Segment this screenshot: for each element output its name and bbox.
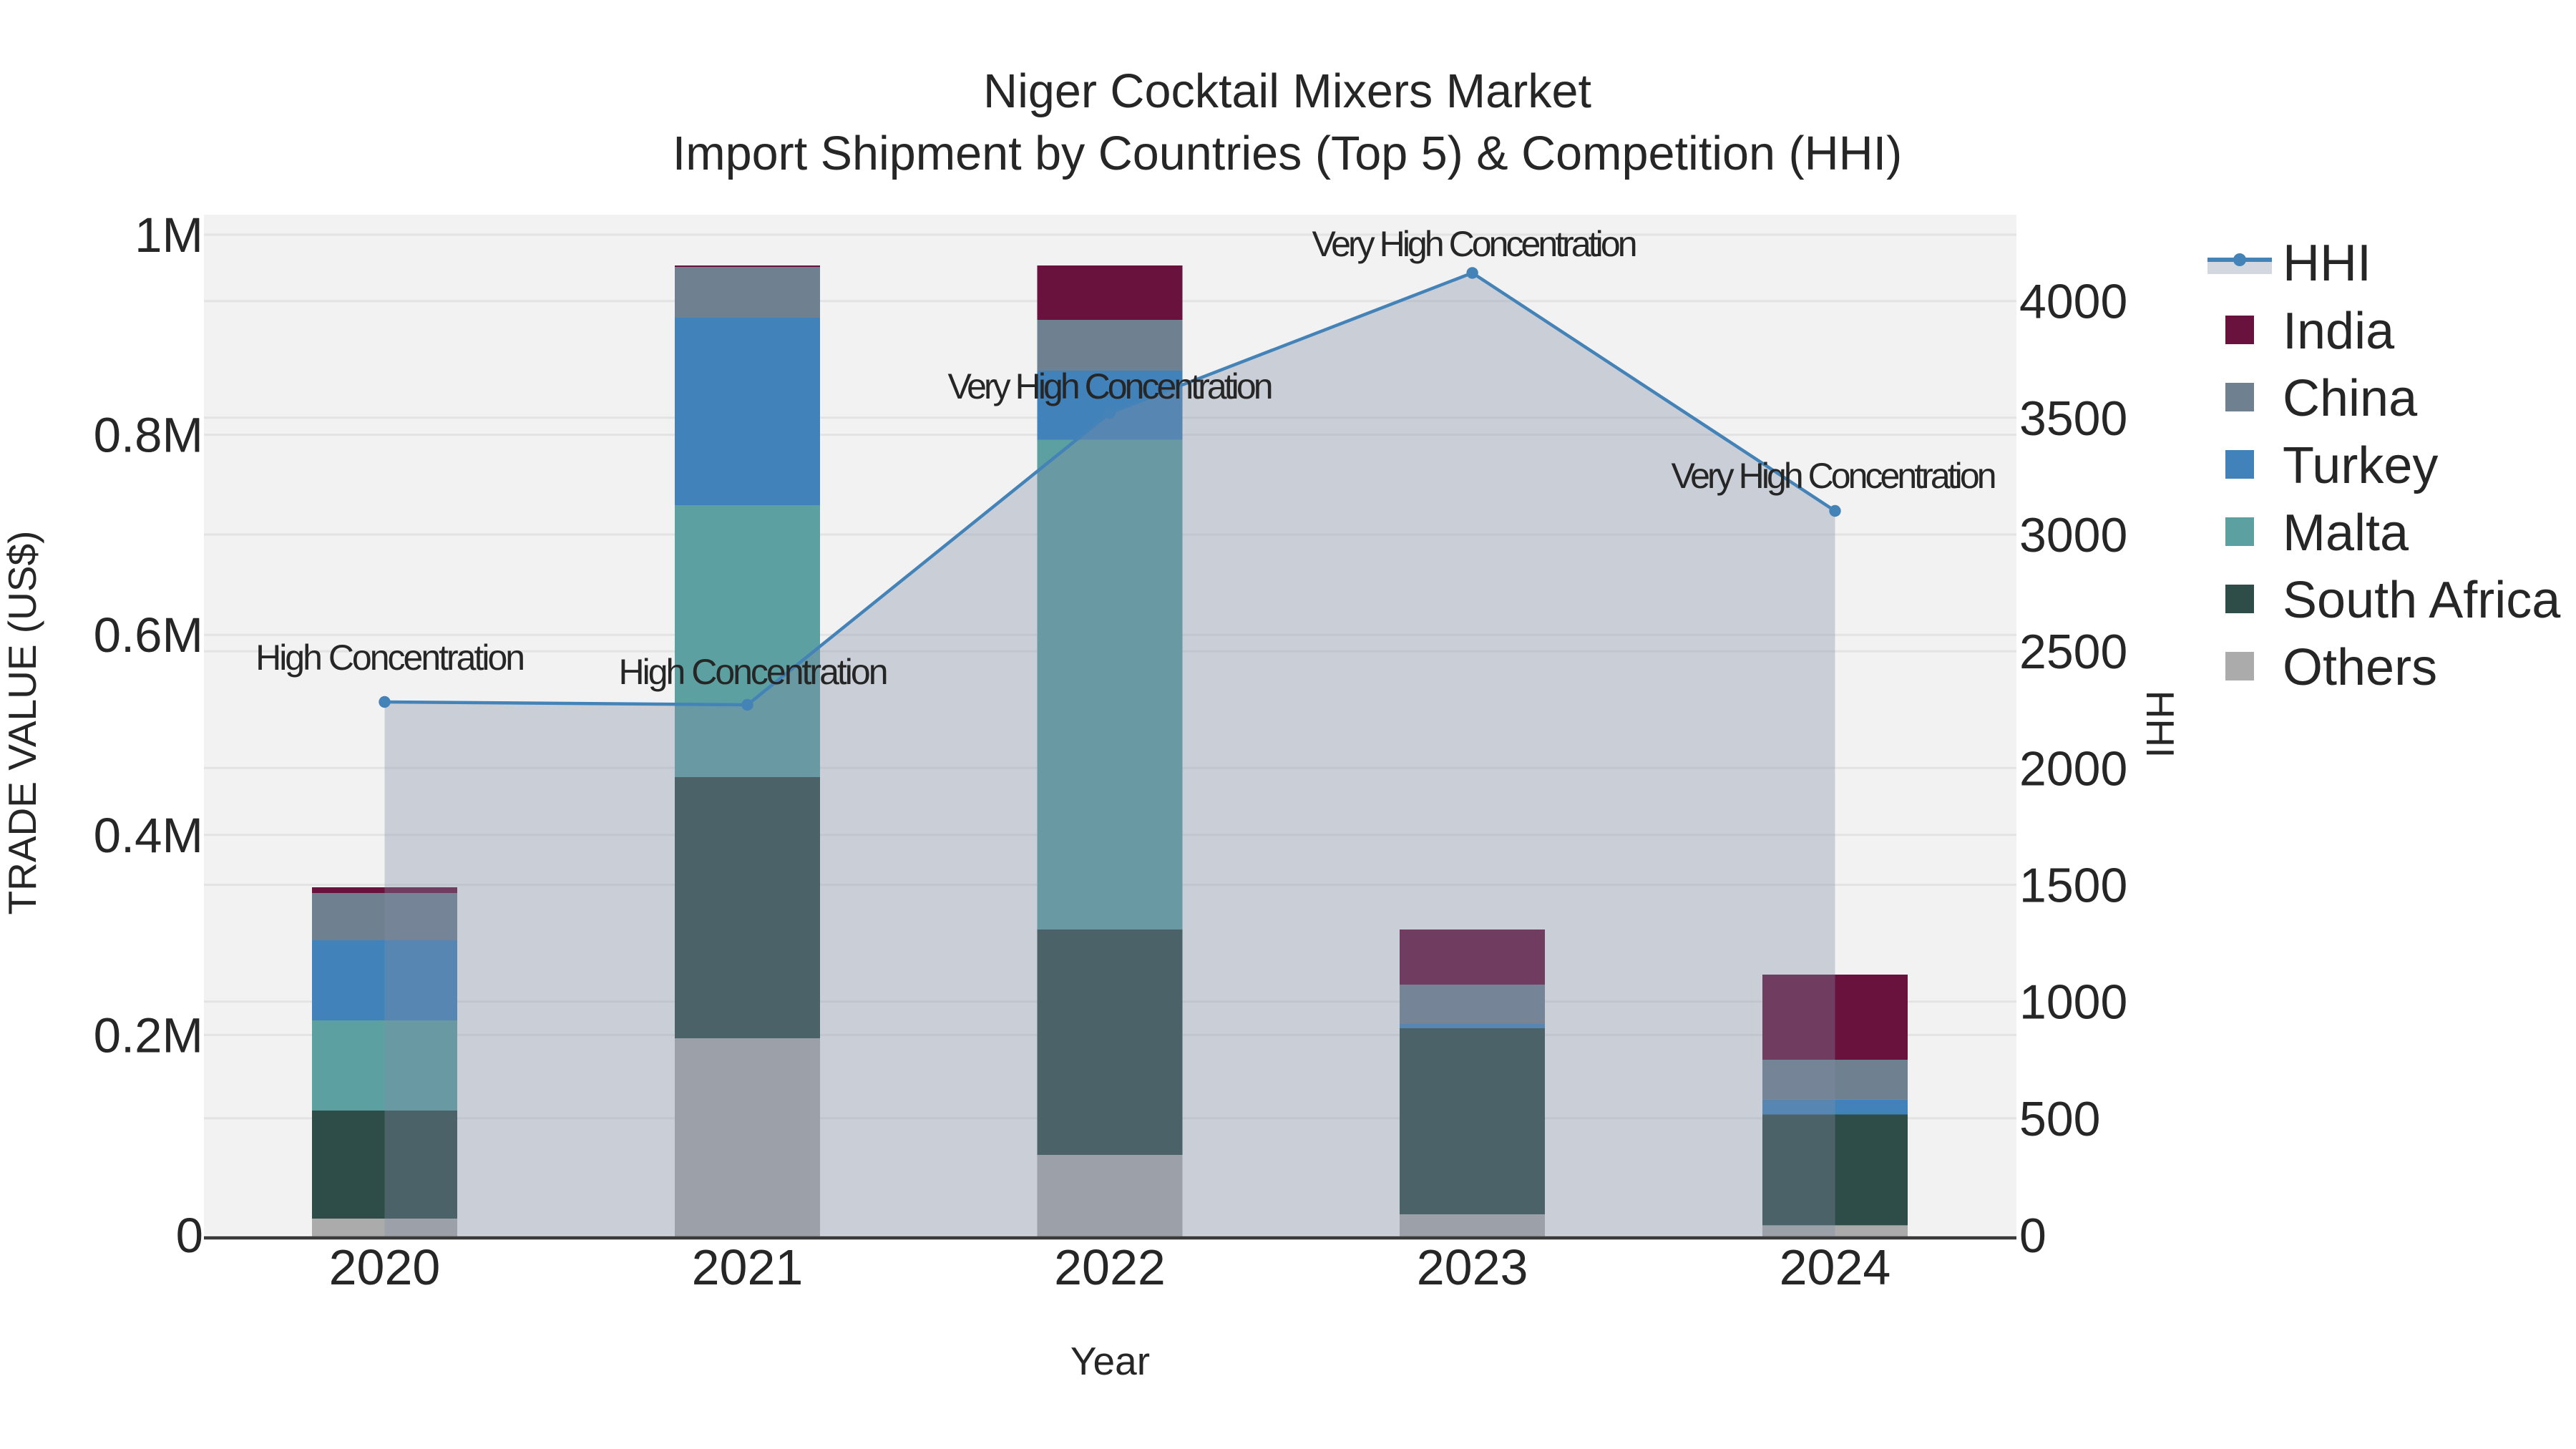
svg-text:1500: 1500	[2019, 859, 2127, 913]
svg-text:1M: 1M	[135, 208, 203, 263]
svg-text:Others: Others	[2283, 639, 2437, 696]
svg-text:2000: 2000	[2019, 741, 2127, 796]
svg-text:1000: 1000	[2019, 975, 2127, 1030]
svg-text:4000: 4000	[2019, 275, 2127, 329]
svg-text:0: 0	[2019, 1209, 2046, 1263]
svg-text:TRADE VALUE (US$): TRADE VALUE (US$)	[0, 531, 44, 915]
svg-text:500: 500	[2019, 1092, 2100, 1146]
svg-text:2020: 2020	[329, 1239, 441, 1295]
svg-text:0: 0	[176, 1208, 203, 1263]
svg-text:HHI: HHI	[2283, 235, 2371, 292]
svg-text:HHI: HHI	[2138, 691, 2182, 758]
svg-text:2021: 2021	[692, 1239, 804, 1295]
svg-text:China: China	[2283, 370, 2418, 427]
svg-text:Turkey: Turkey	[2283, 437, 2438, 494]
svg-text:Import Shipment by Countries (: Import Shipment by Countries (Top 5) & C…	[673, 127, 1903, 180]
svg-text:Year: Year	[1070, 1339, 1150, 1383]
svg-text:Very High Concentration: Very High Concentration	[1672, 456, 1997, 496]
svg-text:2023: 2023	[1417, 1239, 1528, 1295]
svg-text:0.2M: 0.2M	[94, 1008, 203, 1063]
svg-text:Niger Cocktail Mixers Market: Niger Cocktail Mixers Market	[983, 65, 1591, 118]
svg-text:Very High Concentration: Very High Concentration	[948, 366, 1274, 406]
svg-text:0.8M: 0.8M	[94, 408, 203, 463]
svg-text:High Concentration: High Concentration	[255, 638, 525, 678]
svg-text:3500: 3500	[2019, 391, 2127, 446]
svg-text:South Africa: South Africa	[2283, 572, 2561, 629]
svg-text:Malta: Malta	[2283, 504, 2409, 562]
svg-text:0.4M: 0.4M	[94, 808, 203, 863]
svg-text:2024: 2024	[1780, 1239, 1891, 1295]
svg-text:2022: 2022	[1054, 1239, 1166, 1295]
svg-text:3000: 3000	[2019, 508, 2127, 562]
svg-text:0.6M: 0.6M	[94, 608, 203, 663]
svg-text:Very High Concentration: Very High Concentration	[1312, 224, 1638, 264]
svg-text:High Concentration: High Concentration	[619, 652, 889, 692]
svg-text:2500: 2500	[2019, 625, 2127, 679]
svg-text:India: India	[2283, 303, 2395, 360]
